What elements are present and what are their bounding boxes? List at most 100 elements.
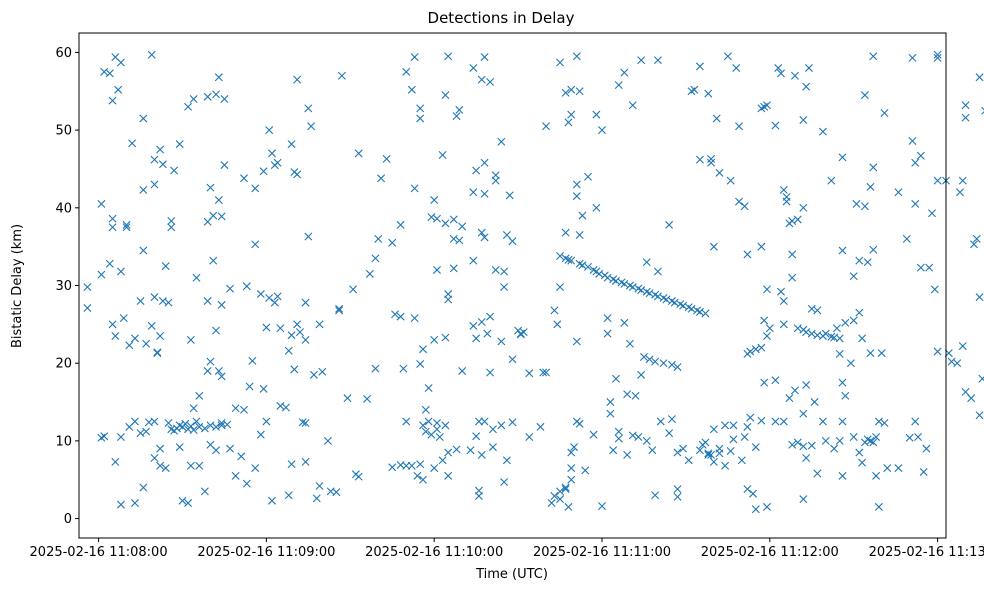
data-point [866, 349, 875, 358]
data-point [645, 355, 654, 364]
data-point [139, 185, 148, 194]
data-point [486, 312, 495, 321]
data-point [869, 245, 878, 254]
data-point [214, 366, 223, 375]
data-point [150, 155, 159, 164]
y-tick-label: 30 [55, 279, 72, 294]
data-point [771, 376, 780, 385]
data-point [726, 176, 735, 185]
data-point [242, 282, 251, 291]
data-point [267, 496, 276, 505]
data-point [578, 211, 587, 220]
data-point [203, 92, 212, 101]
data-point [150, 180, 159, 189]
data-point [665, 429, 674, 438]
data-point [265, 126, 274, 135]
data-point [763, 101, 771, 110]
data-point [709, 457, 718, 466]
data-point [807, 304, 816, 313]
data-point [933, 176, 942, 185]
data-point [301, 335, 310, 344]
data-point [679, 444, 688, 453]
data-point [295, 328, 304, 337]
data-point [156, 444, 165, 453]
data-point [539, 368, 548, 377]
data-point [978, 374, 984, 383]
data-point [251, 240, 260, 249]
data-point [709, 242, 718, 251]
data-point [139, 114, 148, 123]
data-point [614, 427, 623, 436]
data-point [301, 419, 310, 428]
x-tick-label: 2025-02-16 11:10:00 [365, 545, 503, 560]
data-point [743, 485, 752, 494]
data-point [603, 314, 612, 323]
data-point [695, 307, 704, 316]
data-point [186, 422, 195, 431]
data-point [793, 438, 802, 447]
data-point [156, 145, 165, 154]
data-point [810, 398, 819, 407]
data-point [570, 443, 579, 452]
data-point [584, 262, 593, 271]
data-point [427, 213, 436, 222]
data-point [743, 250, 752, 259]
data-point [505, 191, 514, 200]
data-point [337, 71, 346, 80]
data-point [746, 413, 755, 422]
data-point [625, 339, 634, 348]
data-point [757, 416, 766, 425]
data-point [637, 286, 646, 295]
data-point [572, 192, 581, 201]
data-point [371, 254, 380, 263]
data-point [432, 419, 441, 428]
data-point [108, 214, 117, 223]
data-point [673, 485, 682, 494]
data-point [388, 463, 397, 472]
data-point [860, 202, 869, 211]
data-point [150, 293, 159, 302]
data-point [883, 464, 892, 473]
data-point [391, 310, 400, 319]
data-point [371, 364, 380, 373]
x-tick-label: 2025-02-16 11:12:00 [701, 545, 839, 560]
data-point [721, 461, 730, 470]
data-point [158, 297, 167, 306]
data-point [430, 335, 439, 344]
data-point [771, 417, 780, 426]
y-tick-label: 0 [64, 512, 72, 527]
data-point [704, 449, 713, 458]
data-point [802, 82, 811, 91]
data-point [256, 290, 265, 299]
data-point [679, 301, 688, 310]
data-point [547, 499, 556, 508]
data-point [838, 153, 847, 162]
data-point [161, 464, 170, 473]
data-point [846, 359, 855, 368]
data-point [749, 489, 758, 498]
data-point [656, 417, 665, 426]
data-point [156, 332, 165, 340]
data-point [858, 458, 867, 467]
data-point [743, 422, 752, 431]
data-point [651, 491, 660, 500]
data-point [673, 363, 682, 372]
data-point [757, 242, 766, 251]
data-point [838, 246, 847, 255]
data-point [323, 436, 332, 445]
data-point [402, 67, 411, 76]
data-point [715, 444, 724, 453]
y-tick-label: 40 [55, 201, 72, 216]
data-point [542, 122, 551, 131]
data-point [502, 456, 511, 465]
data-point [603, 273, 612, 282]
data-point [572, 337, 581, 346]
data-point [136, 297, 145, 306]
data-point [455, 105, 464, 114]
data-point [774, 63, 783, 72]
data-point [911, 199, 920, 208]
data-point [212, 422, 221, 431]
data-point [287, 331, 296, 340]
data-point [251, 184, 260, 193]
data-point [707, 158, 716, 167]
